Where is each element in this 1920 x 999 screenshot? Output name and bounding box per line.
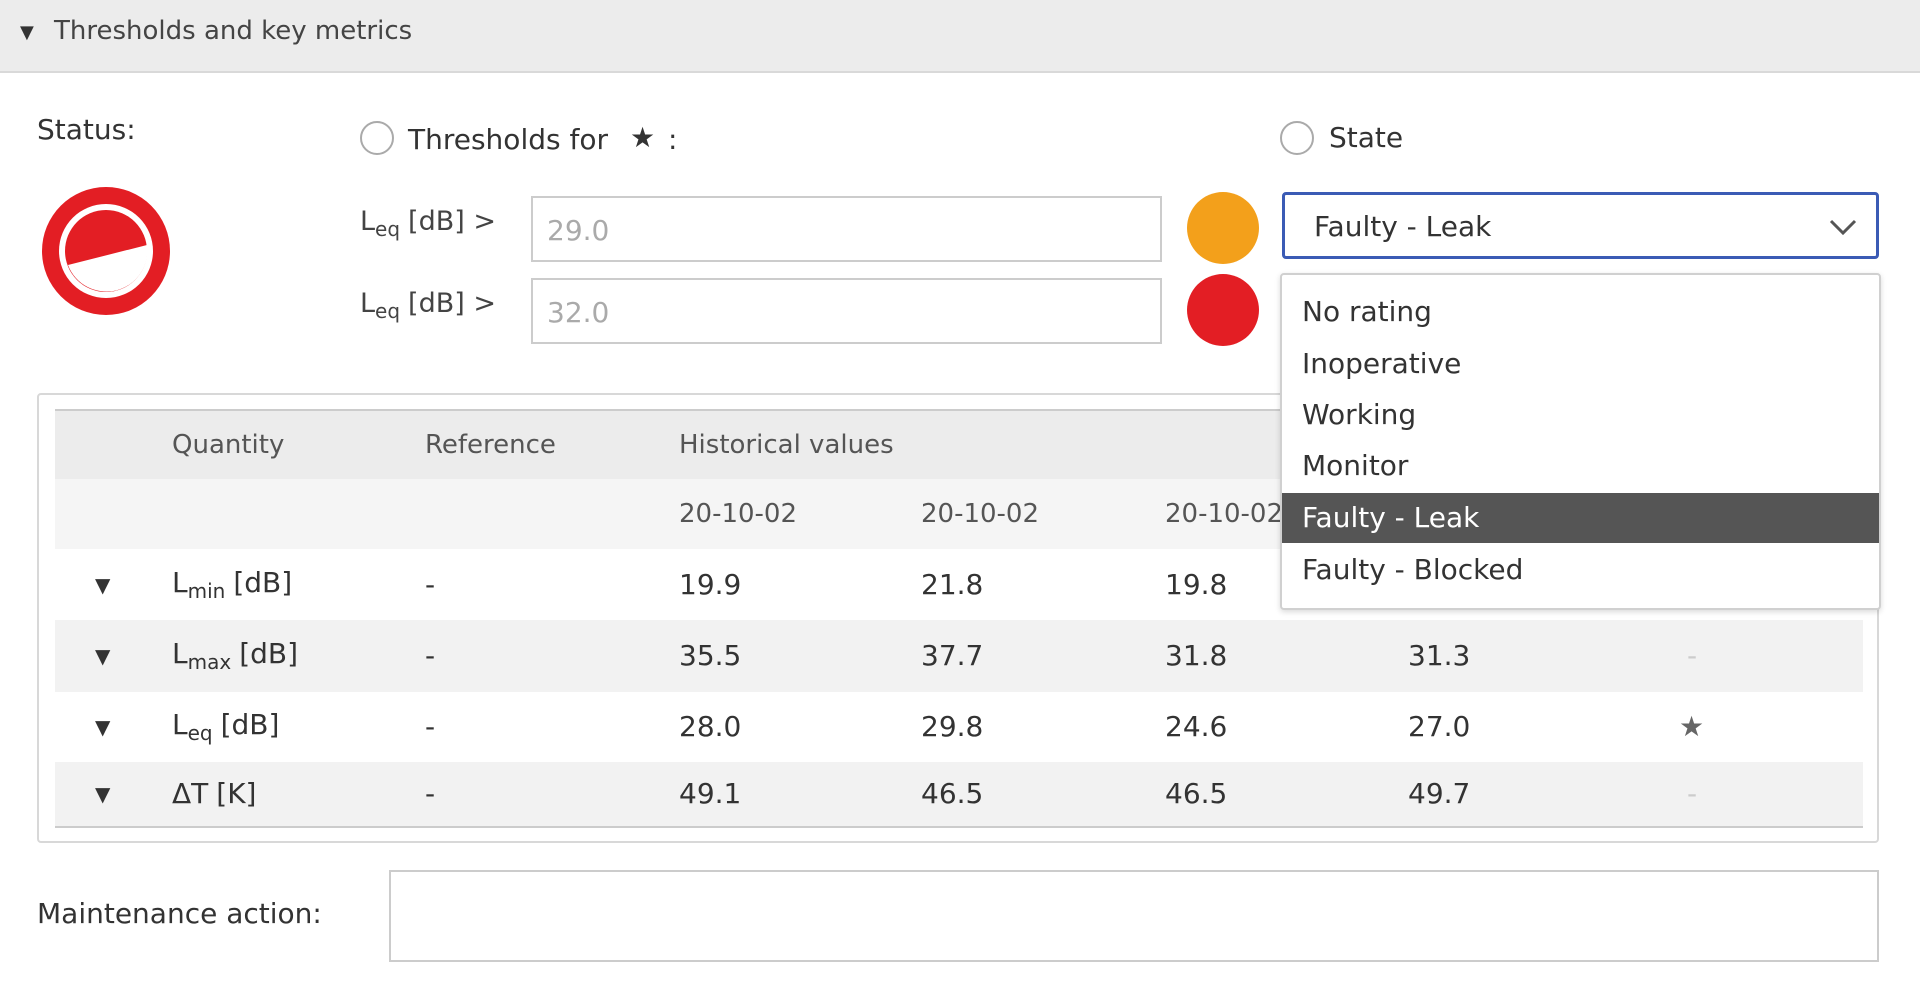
threshold-input[interactable]: 32.0 [531, 278, 1162, 344]
value-cell: 31.8 [1165, 639, 1228, 672]
reference: - [425, 777, 436, 810]
row-caret[interactable]: ▼ [95, 782, 111, 806]
thresholds-label: Thresholds for [408, 123, 608, 156]
value-cell: 19.9 [679, 567, 742, 601]
quantity-label: Lmin [dB] [172, 565, 293, 603]
quantity-label: Lmax [dB] [172, 637, 299, 674]
maintenance-label: Maintenance action: [37, 897, 322, 930]
row-caret[interactable]: ▼ [95, 715, 111, 739]
state-select[interactable]: Faulty - Leak [1282, 192, 1879, 259]
threshold-dot [1187, 274, 1259, 346]
quantity-unit: [dB] [220, 708, 280, 741]
quantity-unit: [dB] [233, 565, 293, 599]
quantity-label: Leq [dB] > [360, 208, 496, 239]
quantity-unit: [dB] > [408, 288, 496, 319]
flag: - [1687, 777, 1698, 810]
placeholder: 32.0 [547, 296, 610, 329]
table-row: ▼ ΔT [K] - 49.1 46.5 46.5 49.7 - [55, 762, 1863, 826]
threshold-input[interactable]: 29.0 [531, 196, 1162, 262]
collapse-caret[interactable]: ▼ [20, 22, 34, 43]
value-cell: 24.6 [1165, 710, 1228, 743]
radio-thresholds[interactable] [360, 121, 394, 155]
quantity-unit: [K] [216, 777, 257, 810]
state-label: State [1329, 121, 1404, 154]
dropdown-option[interactable]: No rating [1302, 295, 1432, 328]
select-value: Faulty - Leak [1314, 210, 1492, 243]
section-header[interactable] [0, 0, 1920, 73]
dropdown-option[interactable]: Faulty - Leak [1282, 493, 1879, 543]
reference: - [425, 639, 436, 672]
column-header: Quantity [172, 430, 285, 460]
state-dropdown: No rating Inoperative Working Monitor Faulty… [1280, 273, 1881, 610]
quantity-sub: eq [187, 721, 213, 745]
value-cell: 19.8 [1165, 567, 1228, 601]
threshold-dot [1187, 192, 1259, 264]
placeholder: 29.0 [547, 214, 610, 247]
dropdown-option[interactable]: Faulty - Blocked [1302, 553, 1524, 586]
dropdown-option[interactable]: Working [1302, 398, 1417, 431]
table-row: ▼ Lmax [dB] - 35.5 37.7 31.8 31.3 - [55, 620, 1863, 692]
table-row: ▼ Leq [dB] - 28.0 29.8 24.6 27.0 ★ [55, 692, 1863, 762]
quantity-unit: [dB] [239, 637, 299, 670]
quantity-base: ΔT [172, 777, 209, 810]
dropdown-option[interactable]: Inoperative [1302, 347, 1462, 380]
quantity-unit: [dB] > [408, 206, 496, 237]
row-caret[interactable]: ▼ [95, 572, 111, 597]
star-icon: ★ [630, 121, 656, 154]
date-header: 20-10-02 [1165, 499, 1284, 529]
value-cell: 21.8 [921, 567, 984, 601]
value-cell: 46.5 [1165, 777, 1228, 810]
maintenance-input[interactable] [389, 870, 1879, 962]
value-cell: 29.8 [921, 710, 984, 743]
column-header: Reference [425, 430, 556, 460]
star-icon: ★ [1679, 710, 1705, 743]
quantity-label: Leq [dB] [172, 708, 280, 745]
value-cell: 27.0 [1408, 710, 1471, 743]
dropdown-option[interactable]: Monitor [1302, 449, 1409, 482]
value-cell: 31.3 [1408, 639, 1471, 672]
reference: - [425, 567, 436, 601]
quantity-base: L [360, 206, 376, 237]
quantity-base: L [172, 565, 188, 599]
quantity-sub: eq [375, 217, 401, 241]
status-icon [42, 187, 170, 315]
column-header: Historical values [679, 430, 894, 460]
value-cell: 35.5 [679, 639, 742, 672]
quantity-base: L [172, 637, 188, 670]
reference: - [425, 710, 436, 743]
flag: - [1687, 639, 1698, 672]
value-cell: 37.7 [921, 639, 984, 672]
value-cell: 49.1 [679, 777, 742, 810]
quantity-sub: max [187, 650, 232, 674]
value-cell: 46.5 [921, 777, 984, 810]
date-header: 20-10-02 [921, 499, 1040, 529]
row-caret[interactable]: ▼ [95, 644, 111, 668]
quantity-sub: eq [375, 299, 401, 323]
section-title[interactable]: Thresholds and key metrics [54, 16, 413, 46]
date-header: 20-10-02 [679, 499, 798, 529]
value-cell: 49.7 [1408, 777, 1471, 810]
select-arrow [1829, 219, 1857, 236]
quantity-label: ΔT [K] [172, 780, 256, 808]
radio-state[interactable] [1280, 121, 1314, 155]
quantity-base: L [172, 708, 188, 741]
status-label: Status: [37, 113, 136, 146]
quantity-sub: min [187, 578, 226, 603]
quantity-base: L [360, 288, 376, 319]
quantity-label: Leq [dB] > [360, 290, 496, 321]
thresholds-suffix: : [668, 123, 678, 156]
value-cell: 28.0 [679, 710, 742, 743]
